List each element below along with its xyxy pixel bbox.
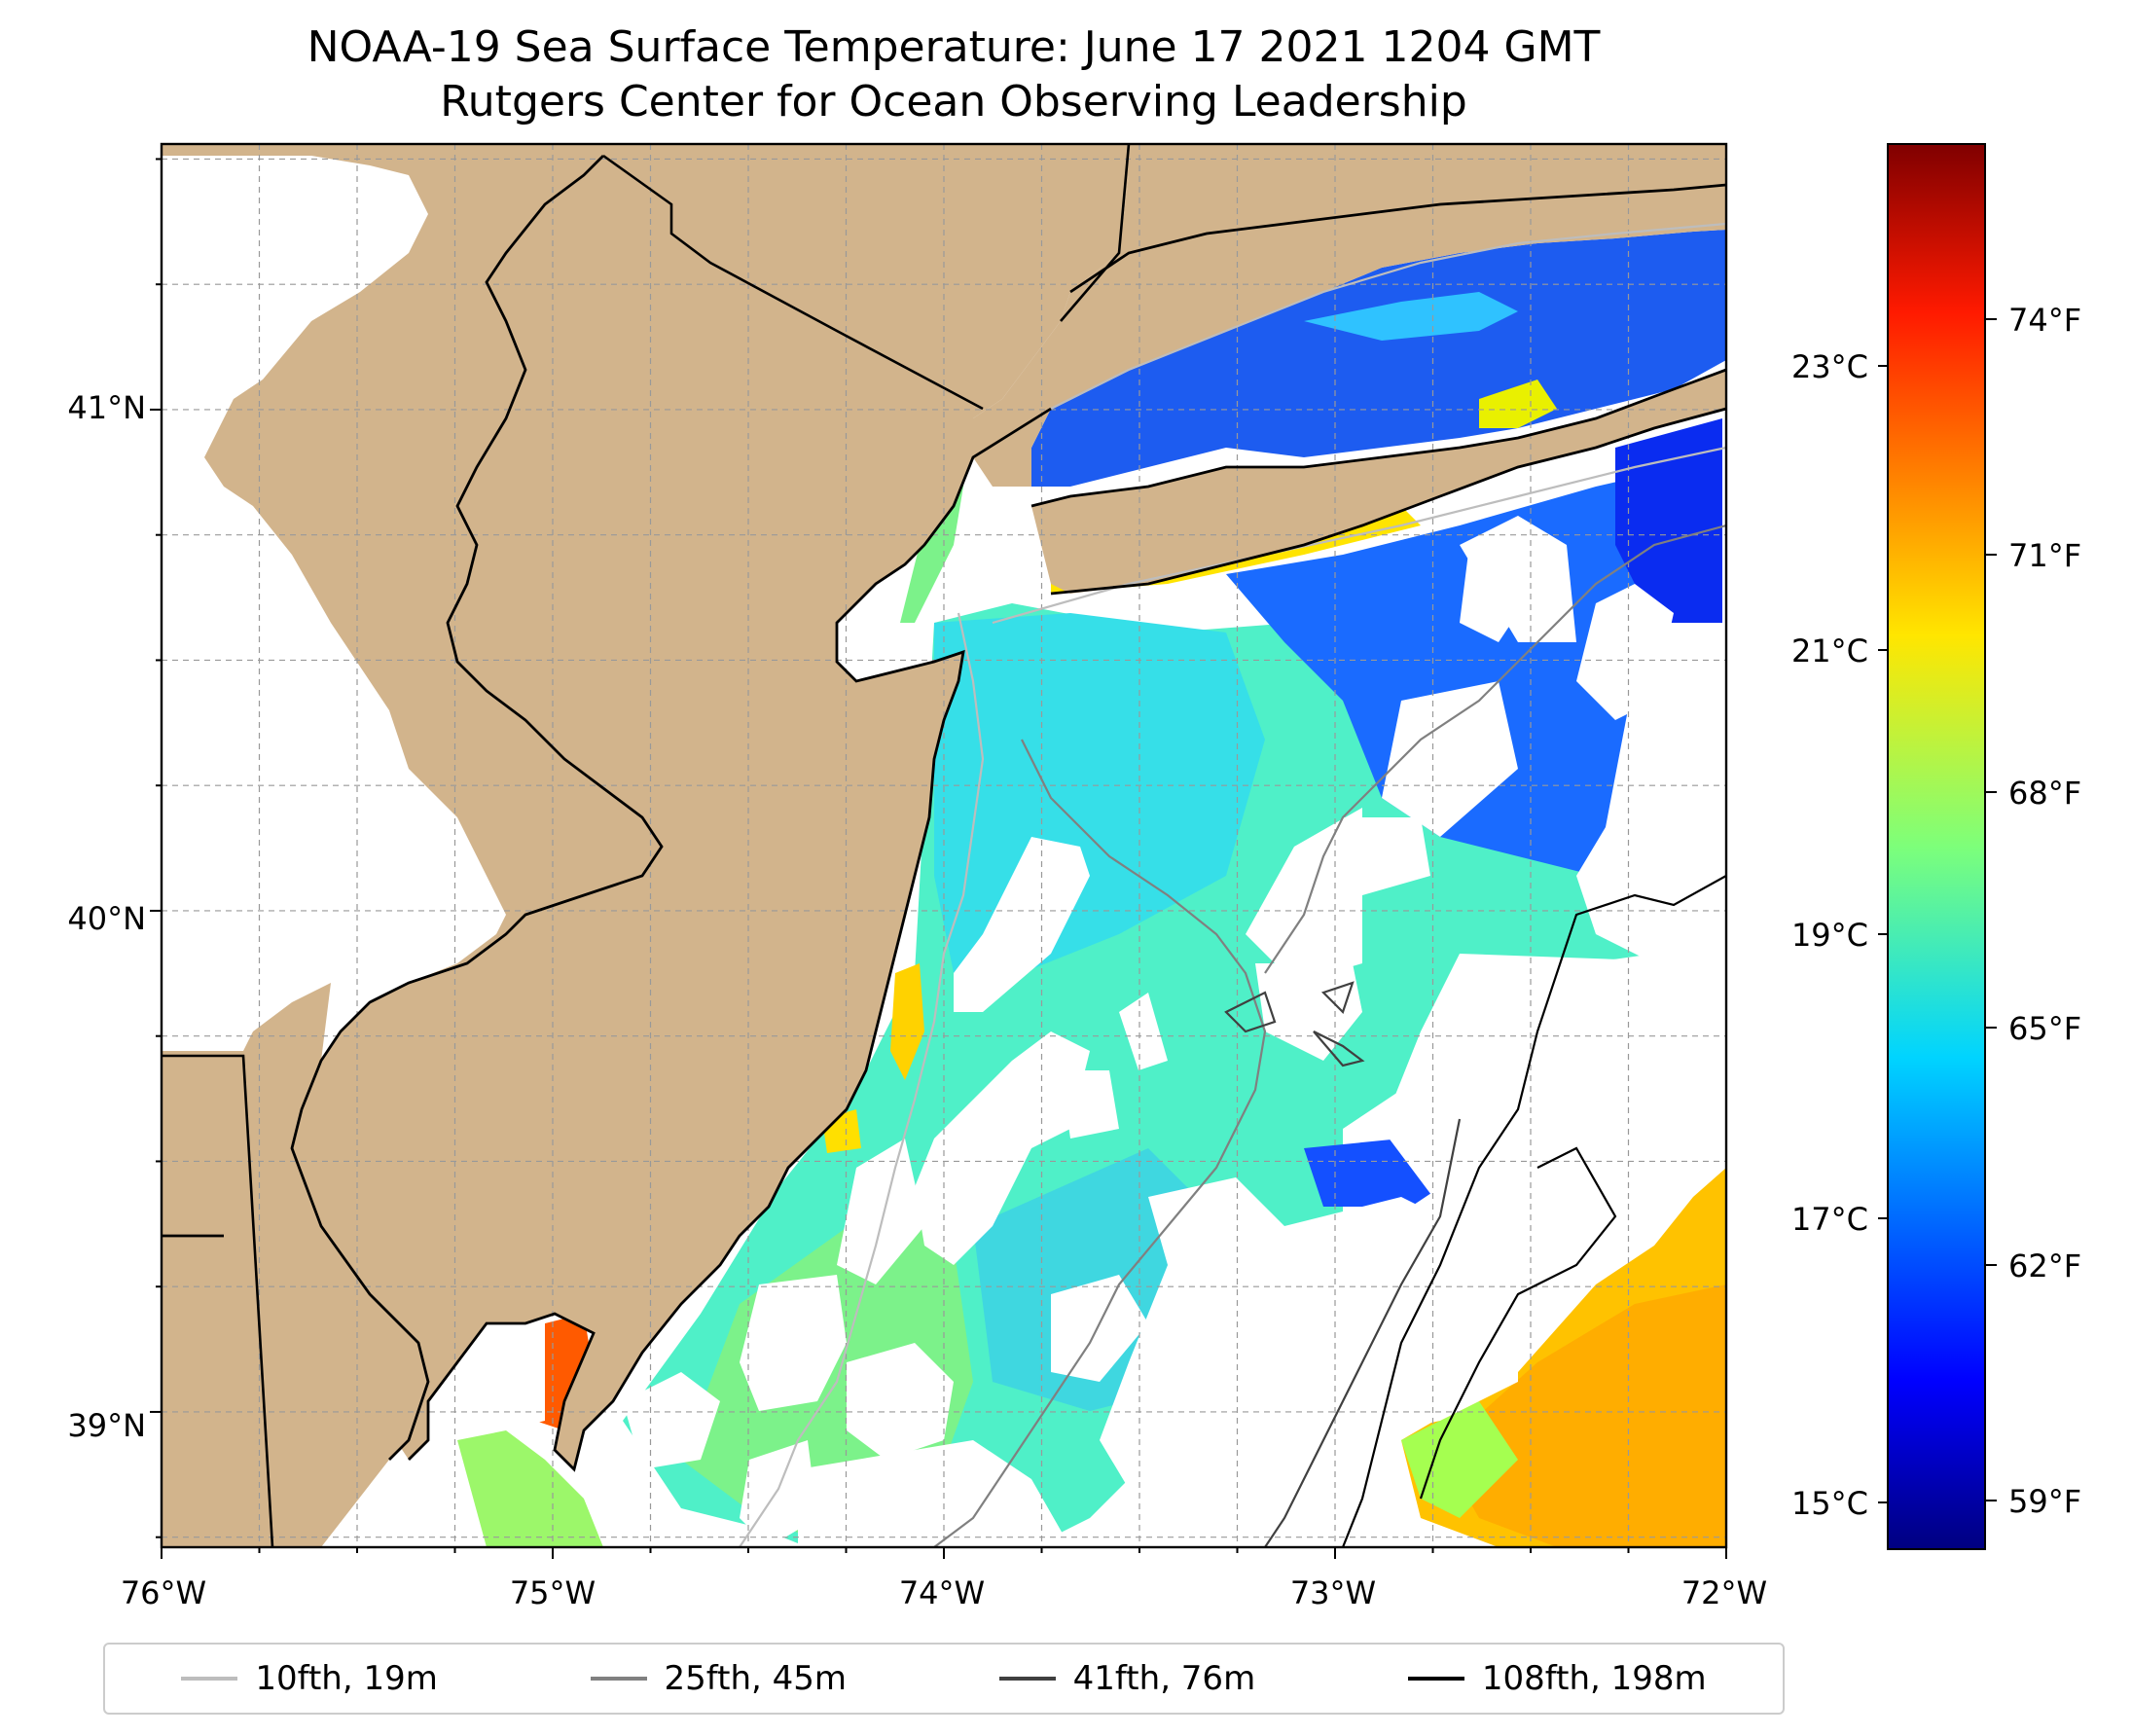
land-long-island [1031,370,1726,594]
cloud-gap-7 [1343,817,1430,895]
colorbar-fahrenheit-label: 68°F [2008,775,2081,812]
cloud-gap-12 [915,1031,1090,1265]
legend-label: 25fth, 45m [664,1659,848,1698]
bathymetry-contours [739,222,1726,1547]
cloud-gap-24 [506,1314,545,1430]
cloud-gap-16 [740,1275,847,1411]
border-de-md [162,1054,274,1547]
land-new-jersey-ny [162,144,1129,1469]
chart-title: NOAA-19 Sea Surface Temperature: June 17… [307,22,1601,72]
legend-line-108fth [1407,1677,1464,1681]
legend-item: 108fth, 198m [1407,1659,1707,1698]
coastline-nj [408,407,1052,1472]
colorbar-celsius-label: 23°C [1791,348,1868,385]
y-tick-label: 41°N [67,389,146,426]
cloud-gap-18 [623,1372,720,1469]
coastline-ct [1069,183,1726,294]
cloud-gap-23 [740,1440,817,1547]
colorbar-fahrenheit-label: 65°F [2008,1010,2081,1047]
contour-41fth-shoals [1224,981,1365,1067]
colorbar-fahrenheit-label: 59°F [2008,1483,2081,1520]
cloud-gap-15 [837,1139,924,1284]
cloud-gap-17 [847,1343,954,1460]
legend: 10fth, 19m 25fth, 45m 41fth, 76m 108fth,… [103,1643,1785,1715]
contour-10fth-sound [1050,222,1726,410]
legend-label: 41fth, 76m [1072,1659,1256,1698]
sst-cape-may-water [457,1430,603,1547]
legend-line-41fth [998,1677,1056,1681]
coastline-delaware-river [290,155,664,1461]
cloud-gap-19 [798,1440,1070,1547]
contour-108fth [1341,875,1726,1547]
x-tick-label: 75°W [510,1574,596,1611]
cloud-gap-10 [1100,1177,1294,1489]
chart-subtitle: Rutgers Center for Ocean Observing Leade… [440,77,1467,127]
colorbar-celsius-label: 21°C [1791,633,1868,669]
x-tick-label: 74°W [899,1574,985,1611]
legend-line-25fth [590,1677,647,1681]
contour-10fth [739,612,985,1547]
legend-line-10fth [181,1677,238,1681]
contour-10fth-li [992,446,1726,625]
x-tick-label: 73°W [1290,1574,1376,1611]
state-borders [162,144,1131,1547]
contour-41fth [1264,1118,1462,1547]
land-delaware [162,983,428,1547]
cloud-gap-13 [1119,993,1168,1070]
sst-long-island-sound [1031,230,1726,487]
legend-item: 10fth, 19m [181,1659,438,1698]
y-tick-label: 40°N [67,900,146,937]
cloud-gap-1 [954,837,1090,1012]
cloud-gap-3 [1246,808,1362,983]
border-ny-ct [1060,144,1131,322]
colorbar-fahrenheit-label: 71°F [2008,537,2081,574]
cloud-gap-9 [1382,954,1726,1265]
x-tick-marks [161,1547,1727,1559]
cloud-gap-14 [1061,1070,1119,1139]
border-ny-nj [602,154,984,411]
legend-label: 10fth, 19m [255,1659,438,1698]
y-tick-marks [150,158,162,1538]
x-tick-label: 72°W [1681,1574,1767,1611]
cloud-gap-6 [1382,681,1518,837]
sst-li-north-fork [1479,380,1557,428]
cloud-gap-20 [1460,516,1576,642]
cloud-gap-21 [1051,1275,1148,1382]
sst-sound-cyan [1304,292,1518,341]
coastline-li-south [1050,407,1726,596]
colorbar-fahrenheit-label: 74°F [2008,302,2081,339]
legend-label: 108fth, 198m [1481,1659,1707,1698]
contour-25fth-north [1264,524,1726,974]
x-tick-label: 76°W [121,1574,206,1611]
colorbar-celsius-label: 17°C [1791,1201,1868,1238]
colorbar [1887,143,1986,1550]
land-maryland-shore [162,1119,224,1197]
cloud-gap-8 [1576,623,1726,963]
legend-item: 25fth, 45m [590,1659,848,1698]
sst-warm-water-core [1440,1284,1726,1547]
colorbar-celsius-label: 19°C [1791,917,1868,954]
coastline-li-north [1030,368,1726,508]
sst-warm-edge [1401,1401,1518,1518]
contour-25fth [933,739,1267,1547]
gridlines [162,144,1726,1547]
coastline [162,155,1726,1472]
colorbar-celsius-label: 15°C [1791,1485,1868,1522]
y-tick-label: 39°N [67,1407,146,1444]
colorbar-fahrenheit-label: 62°F [2008,1248,2081,1284]
sst-offshore-deep-blue [1615,418,1722,623]
colorbar-fahrenheit-ticks [1985,318,1997,1501]
contour-108fth-canyon [1419,1146,1617,1500]
colorbar-celsius-ticks [1878,365,1888,1503]
legend-item: 41fth, 76m [998,1659,1256,1698]
map-plot-area [162,144,1726,1547]
sst-barnegat [890,963,924,1080]
